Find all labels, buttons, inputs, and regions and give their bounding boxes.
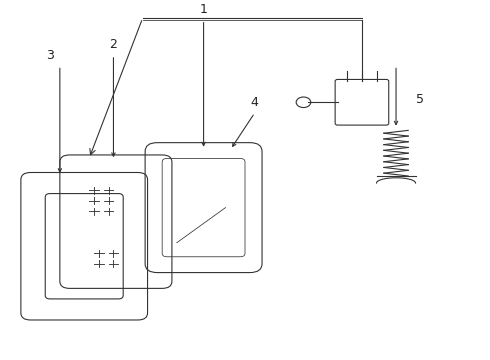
Text: 3: 3 xyxy=(46,49,54,62)
Text: 5: 5 xyxy=(416,93,424,106)
Text: 4: 4 xyxy=(251,96,259,109)
Text: 1: 1 xyxy=(199,3,208,16)
Text: 2: 2 xyxy=(109,39,118,51)
